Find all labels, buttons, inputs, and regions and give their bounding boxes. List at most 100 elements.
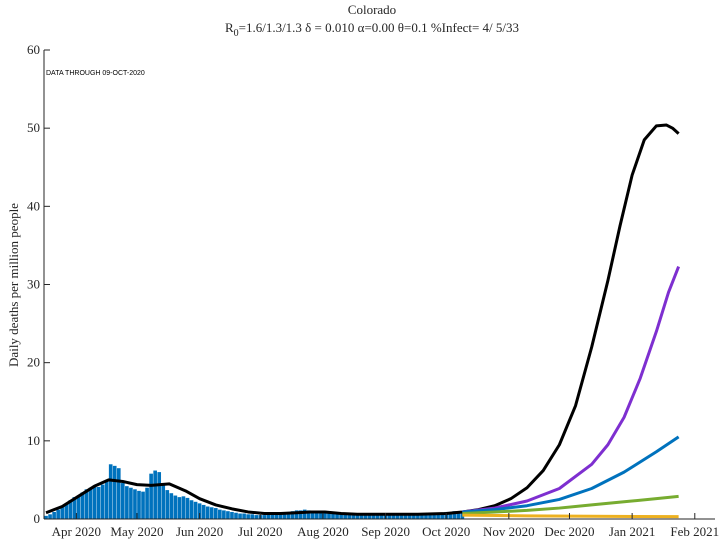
bar <box>351 515 356 519</box>
bar <box>121 483 125 519</box>
bar <box>294 510 299 519</box>
subtitle-part: =1.6/1.3/1.3 δ = 0.010 α=0.00 θ=0.1 %Inf… <box>239 20 519 35</box>
y-tick-label: 40 <box>27 198 40 213</box>
bar <box>282 512 287 519</box>
bar <box>125 486 129 519</box>
bar <box>173 495 178 519</box>
y-tick-label: 60 <box>27 42 40 57</box>
bar <box>331 513 335 519</box>
bar <box>80 492 85 519</box>
x-tick-label: Feb 2021 <box>670 524 719 539</box>
bar <box>448 511 453 519</box>
bar <box>72 497 77 519</box>
bar <box>149 473 153 519</box>
bar <box>367 514 372 519</box>
bar <box>375 514 380 519</box>
bar <box>56 509 60 519</box>
bar <box>298 510 303 519</box>
bar <box>254 515 259 519</box>
bar <box>68 500 73 519</box>
bar <box>310 511 315 519</box>
bar <box>327 513 331 519</box>
x-tick-label: Jun 2020 <box>176 524 223 539</box>
x-tick-label: Oct 2020 <box>422 524 470 539</box>
bar <box>306 510 311 519</box>
x-tick-label: Jan 2021 <box>609 524 656 539</box>
bar <box>76 495 81 519</box>
bar <box>234 512 238 519</box>
bar <box>286 511 291 519</box>
bar <box>129 487 133 519</box>
bar <box>112 465 117 519</box>
bar <box>319 511 323 519</box>
bar <box>363 514 368 519</box>
bar <box>246 514 250 519</box>
bar <box>205 506 210 519</box>
bar <box>84 489 89 519</box>
bar <box>432 513 436 519</box>
bar <box>161 483 166 519</box>
bar <box>395 514 400 519</box>
bar <box>266 514 271 519</box>
bar <box>218 509 222 519</box>
x-tick-label: Jul 2020 <box>238 524 282 539</box>
bar <box>137 490 141 519</box>
bar <box>387 514 392 519</box>
y-tick-label: 30 <box>27 277 40 292</box>
bar <box>242 513 246 519</box>
bar <box>209 507 214 519</box>
bar <box>201 504 206 519</box>
bar <box>185 497 190 519</box>
bar <box>420 513 424 519</box>
bar <box>424 513 428 519</box>
bar <box>100 484 105 519</box>
subtitle-subscript: 0 <box>234 28 239 39</box>
bar <box>452 511 457 519</box>
x-tick-label: Apr 2020 <box>52 524 101 539</box>
bar <box>157 472 162 519</box>
plot-area <box>44 123 681 519</box>
bar <box>436 512 440 519</box>
y-axis-label: Daily deaths per million people <box>6 203 21 367</box>
line <box>462 494 679 516</box>
bar <box>399 514 404 519</box>
annotation: DATA THROUGH 09-OCT-2020 <box>46 70 145 77</box>
bar <box>64 503 69 519</box>
bar <box>335 514 339 519</box>
bar <box>145 487 149 519</box>
bar <box>189 500 194 519</box>
line <box>45 123 680 516</box>
bar <box>371 514 376 519</box>
chart-title: Colorado <box>348 2 396 17</box>
bar <box>88 487 93 519</box>
bar <box>238 513 242 519</box>
bar <box>407 513 412 519</box>
y-tick-label: 20 <box>27 355 40 370</box>
y-tick-label: 10 <box>27 433 40 448</box>
bar <box>230 511 234 519</box>
bar <box>165 490 170 519</box>
bar <box>323 512 327 519</box>
bar <box>302 509 307 519</box>
line <box>462 513 679 519</box>
line <box>462 265 681 514</box>
bar <box>428 512 432 519</box>
bar <box>412 514 416 519</box>
bar <box>153 470 157 519</box>
y-tick-label: 0 <box>34 511 41 526</box>
bar <box>181 496 186 519</box>
bar <box>403 514 408 519</box>
bar <box>274 513 279 519</box>
x-tick-label: Nov 2020 <box>483 524 535 539</box>
bar <box>379 515 384 519</box>
bar <box>169 493 174 519</box>
bar <box>347 514 352 519</box>
bar <box>116 468 121 519</box>
bar <box>197 503 202 519</box>
bar <box>222 510 226 519</box>
chart-subtitle: R0=1.6/1.3/1.3 δ = 0.010 α=0.00 θ=0.1 %I… <box>225 20 519 39</box>
bar <box>213 508 218 519</box>
bar <box>456 511 461 519</box>
x-tick-label: Dec 2020 <box>544 524 594 539</box>
bar <box>262 515 267 519</box>
